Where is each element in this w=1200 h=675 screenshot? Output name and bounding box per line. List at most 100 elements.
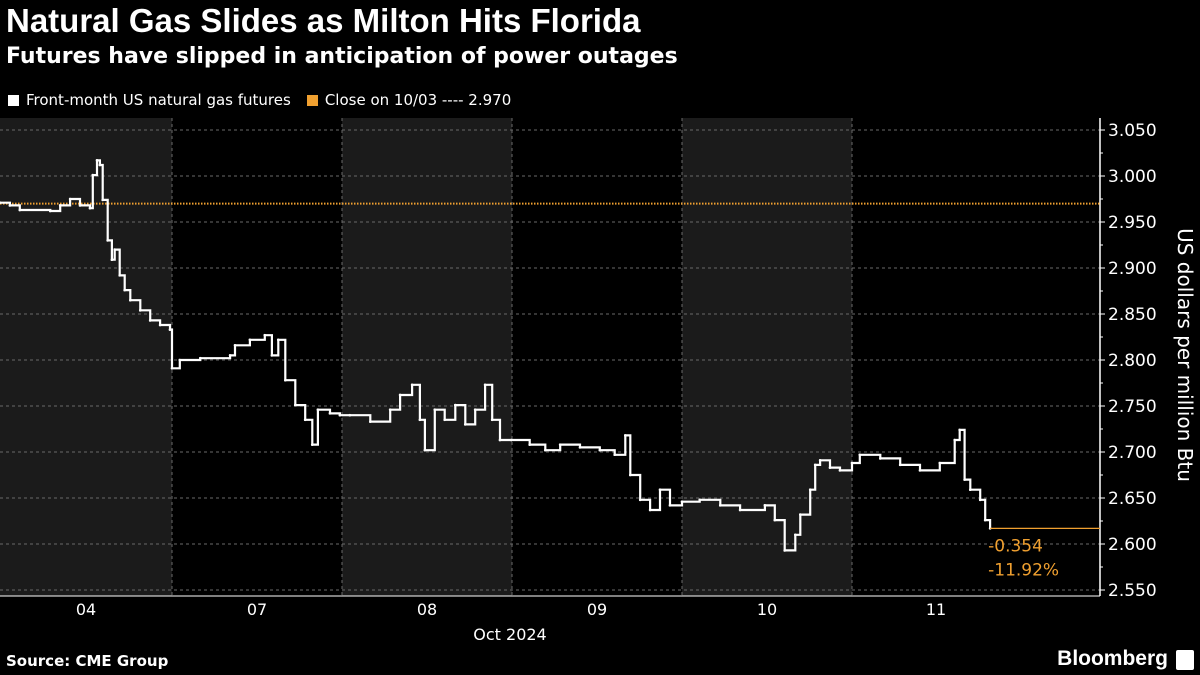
- price-point: [410, 383, 414, 387]
- price-point: [310, 443, 314, 446]
- price-point: [543, 448, 547, 452]
- price-point: [98, 163, 102, 167]
- price-point: [0, 201, 2, 204]
- price-point: [138, 309, 142, 312]
- chart-title: Natural Gas Slides as Milton Hits Florid…: [6, 2, 641, 39]
- x-tick-label: 10: [757, 600, 777, 619]
- price-point: [918, 469, 922, 472]
- price-point: [498, 438, 502, 442]
- price-point: [106, 239, 109, 242]
- price-point: [113, 248, 117, 251]
- y-tick-label: 2.800: [1108, 351, 1157, 371]
- price-point: [338, 413, 342, 417]
- price-point: [91, 173, 95, 177]
- price-point: [148, 319, 152, 322]
- price-point: [763, 504, 767, 507]
- price-point: [613, 453, 617, 457]
- x-tick-label: 04: [76, 600, 96, 619]
- x-tick-label: 07: [247, 600, 267, 619]
- price-point: [110, 258, 114, 262]
- price-point: [483, 383, 487, 387]
- price-point: [88, 206, 92, 210]
- price-point: [978, 498, 982, 502]
- y-tick-label: 2.700: [1108, 443, 1157, 463]
- pct-change-annotation: -11.92%: [988, 560, 1059, 580]
- chart-subtitle: Futures have slipped in anticipation of …: [6, 44, 678, 69]
- change-annotation: -0.354: [988, 536, 1043, 556]
- price-point: [490, 418, 494, 422]
- price-point: [423, 448, 427, 452]
- price-point: [898, 463, 902, 467]
- price-point: [738, 508, 742, 512]
- price-point: [276, 338, 280, 342]
- price-point: [963, 478, 966, 481]
- y-axis-title: US dollars per million Btu: [1173, 228, 1197, 482]
- price-point: [233, 343, 237, 347]
- bloomberg-terminal-icon: [1176, 650, 1194, 670]
- price-point: [463, 423, 467, 426]
- y-tick-label: 2.550: [1108, 581, 1157, 601]
- price-point: [228, 354, 232, 357]
- y-tick-label: 2.850: [1108, 305, 1157, 325]
- price-point: [248, 338, 252, 342]
- price-point: [680, 500, 684, 503]
- y-tick-label: 3.050: [1108, 121, 1157, 141]
- price-point: [316, 408, 320, 411]
- price-point: [68, 197, 72, 201]
- price-point: [473, 408, 477, 411]
- price-point: [624, 434, 627, 437]
- price-point: [968, 488, 972, 492]
- price-point: [293, 403, 297, 407]
- price-point: [398, 393, 402, 397]
- price-point: [199, 356, 202, 360]
- price-point: [794, 533, 797, 537]
- price-point: [598, 448, 602, 452]
- price-point: [443, 418, 447, 422]
- price-point: [808, 488, 812, 492]
- price-point: [18, 208, 22, 212]
- price-point: [158, 323, 162, 327]
- price-point: [783, 549, 787, 552]
- price-point: [938, 461, 942, 465]
- price-point: [388, 408, 392, 411]
- legend: Front-month US natural gas futures Close…: [8, 91, 511, 109]
- price-point: [879, 457, 882, 460]
- y-tick-label: 2.600: [1108, 535, 1157, 555]
- y-tick-label: 2.650: [1108, 489, 1157, 509]
- price-point: [818, 458, 822, 462]
- price-point: [668, 504, 672, 507]
- price-point: [958, 428, 961, 432]
- price-point: [773, 518, 777, 522]
- price-point: [168, 328, 172, 331]
- price-point: [953, 438, 957, 442]
- x-tick-label: 08: [417, 600, 437, 619]
- price-point: [718, 504, 722, 507]
- price-point: [129, 298, 132, 302]
- price-point: [658, 488, 662, 492]
- price-point: [454, 403, 457, 407]
- price-point: [78, 204, 82, 207]
- price-point: [58, 204, 62, 207]
- x-axis-label: Oct 2024: [473, 625, 546, 644]
- price-point: [101, 198, 105, 202]
- price-point: [558, 443, 562, 446]
- price-point: [628, 473, 632, 477]
- y-tick-label: 2.950: [1108, 213, 1157, 233]
- legend-series: Front-month US natural gas futures: [26, 91, 291, 109]
- x-tick-label: 11: [926, 600, 946, 619]
- day-band-10: [682, 118, 852, 596]
- price-point: [648, 508, 652, 512]
- bloomberg-logo: Bloomberg: [1057, 647, 1168, 670]
- price-point: [838, 469, 842, 472]
- price-point: [983, 518, 987, 522]
- price-point: [348, 413, 352, 417]
- price-point: [858, 453, 862, 457]
- legend-swatch-series: [8, 94, 19, 106]
- legend-swatch-close: [306, 94, 318, 106]
- price-point: [270, 354, 274, 357]
- price-point: [178, 358, 182, 362]
- day-band-08: [342, 118, 512, 596]
- price-point: [8, 204, 12, 207]
- price-point: [48, 209, 52, 213]
